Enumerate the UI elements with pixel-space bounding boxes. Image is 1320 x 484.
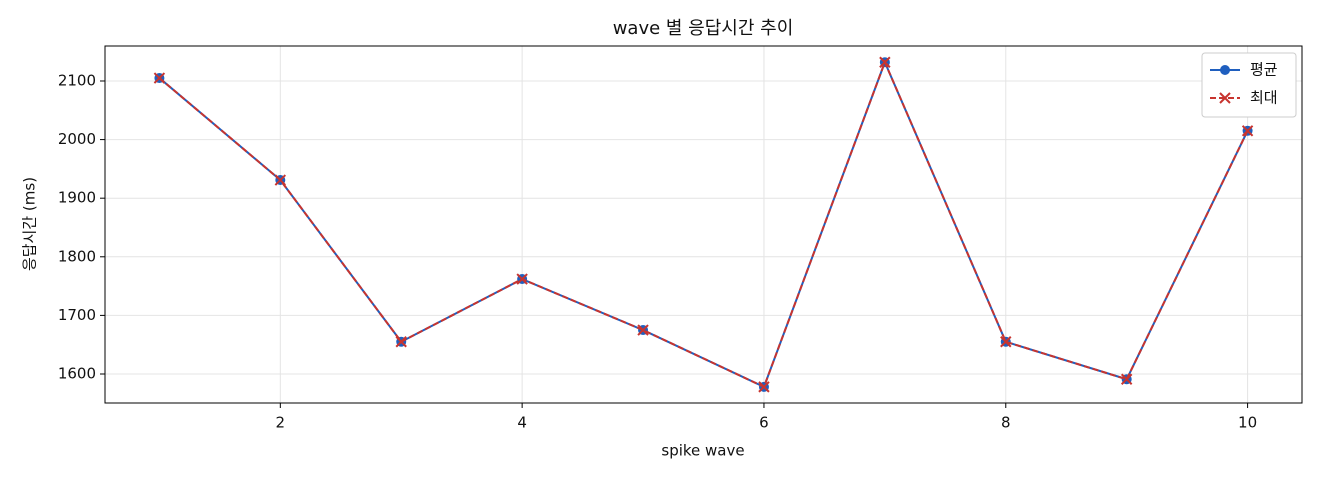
y-tick-label: 1700 bbox=[58, 306, 96, 324]
y-tick-label: 1900 bbox=[58, 189, 96, 207]
y-axis-label: 응답시간 (ms) bbox=[21, 177, 39, 271]
series-line bbox=[158, 59, 1249, 389]
data-point bbox=[637, 324, 649, 336]
plot-frame bbox=[104, 45, 1303, 404]
series-line bbox=[158, 59, 1249, 389]
x-tick-label: 6 bbox=[759, 414, 769, 432]
data-point bbox=[879, 56, 891, 68]
data-point bbox=[1120, 373, 1133, 385]
y-tick-label: 2000 bbox=[58, 130, 96, 148]
y-tick-label: 2100 bbox=[58, 71, 96, 89]
x-tick-label: 4 bbox=[517, 414, 527, 432]
data-point bbox=[516, 273, 528, 285]
data-point bbox=[1000, 336, 1012, 348]
legend-label: 평균 bbox=[1250, 61, 1278, 79]
legend-label: 최대 bbox=[1250, 89, 1278, 107]
x-axis-label: spike wave bbox=[661, 442, 744, 460]
chart-title: wave 별 응답시간 추이 bbox=[613, 18, 794, 39]
data-point bbox=[395, 336, 407, 348]
x-tick-label: 10 bbox=[1238, 414, 1257, 432]
legend-box bbox=[1201, 52, 1297, 118]
data-point bbox=[153, 72, 166, 84]
x-tick-label: 8 bbox=[1001, 414, 1011, 432]
legend-marker bbox=[1219, 92, 1231, 104]
data-point bbox=[1241, 125, 1254, 137]
data-point bbox=[274, 174, 287, 186]
x-tick-label: 2 bbox=[276, 414, 286, 432]
data-point bbox=[758, 381, 770, 393]
legend-marker bbox=[1220, 65, 1230, 75]
y-tick-label: 1800 bbox=[58, 247, 96, 265]
y-tick-label: 1600 bbox=[58, 364, 96, 382]
